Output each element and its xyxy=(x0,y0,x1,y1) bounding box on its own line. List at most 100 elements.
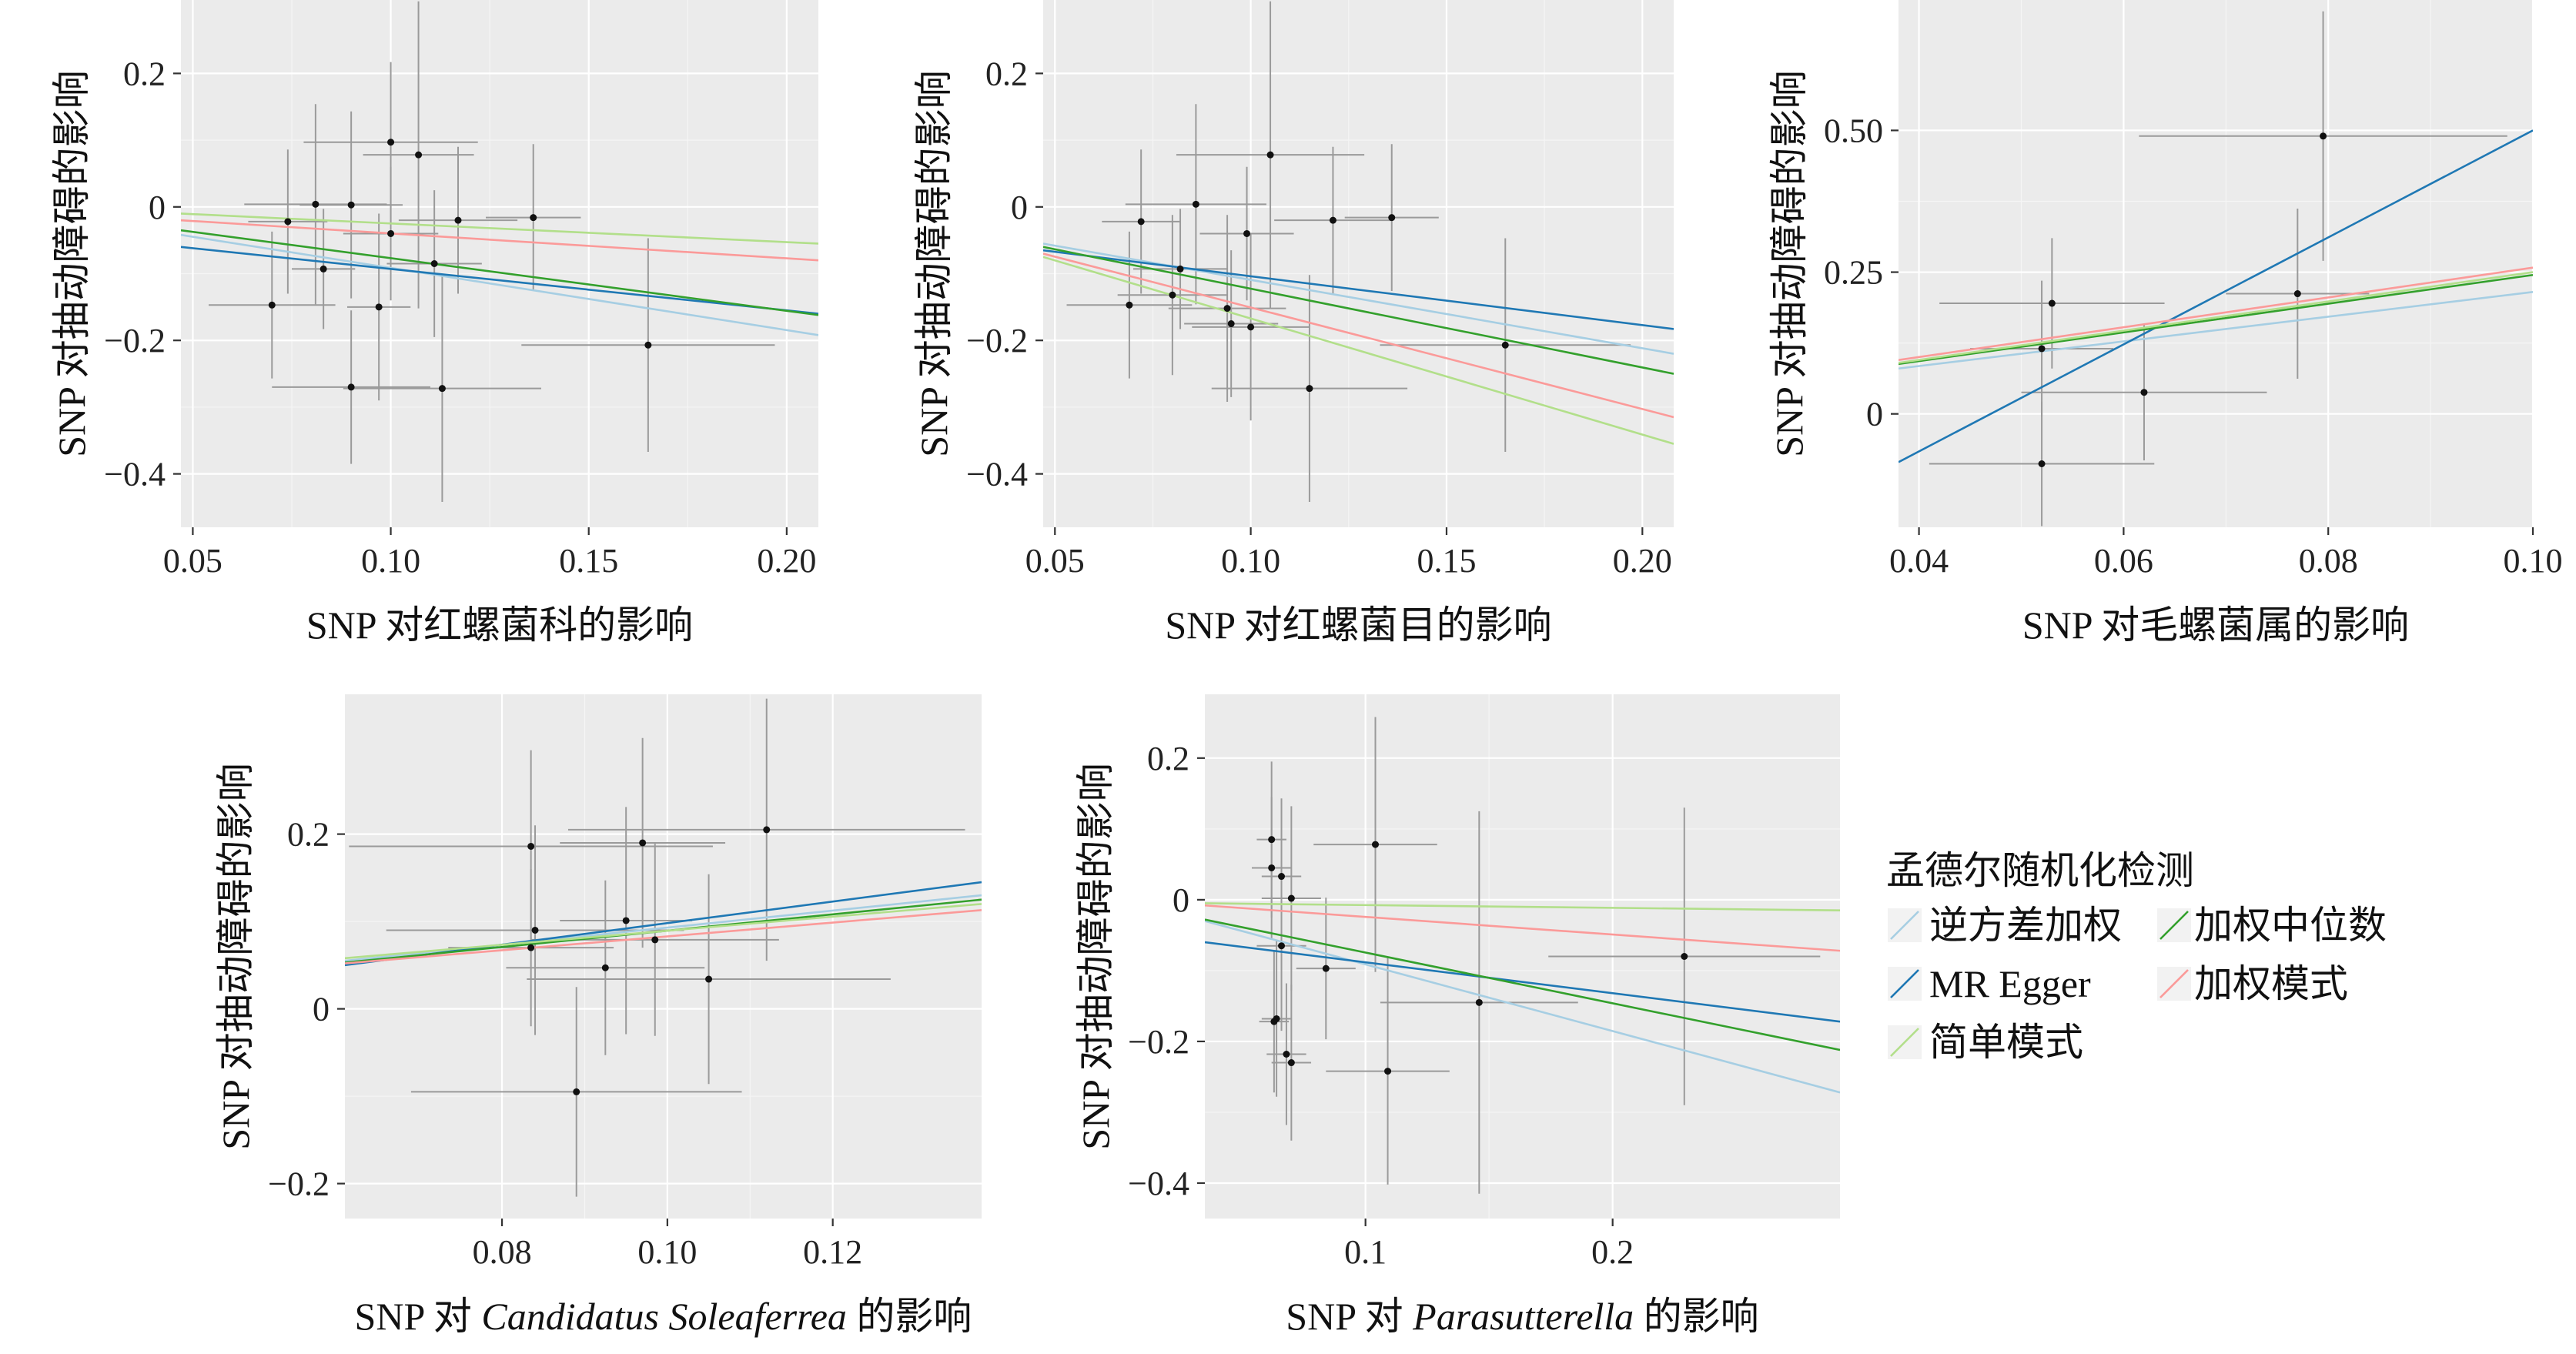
data-point xyxy=(1223,305,1231,313)
x-tick-label: 0.20 xyxy=(757,542,816,580)
x-tick-label: 0.10 xyxy=(637,1233,697,1271)
data-point xyxy=(2140,389,2148,396)
legend-key-wmode xyxy=(2159,969,2189,998)
y-tick-label: −0.4 xyxy=(104,456,166,493)
data-point xyxy=(1169,291,1176,299)
data-point xyxy=(527,842,535,850)
x-tick-label: 0.1 xyxy=(1344,1233,1387,1271)
plot-area xyxy=(1899,11,2533,527)
y-tick-label: 0 xyxy=(149,189,166,226)
y-tick-label: 0 xyxy=(1866,396,1883,433)
legend-key-ivw xyxy=(1890,911,1919,940)
data-point xyxy=(530,214,537,222)
y-tick-label: −0.2 xyxy=(104,322,166,359)
legend-item-smode: 简单模式 xyxy=(1888,1021,2083,1064)
legend-item-egger: MR Egger xyxy=(1888,962,2091,1005)
y-axis-title: SNP 对抽动障碍的影响 xyxy=(1074,763,1117,1149)
legend-key-egger xyxy=(1890,969,1919,998)
data-point xyxy=(1137,218,1145,226)
x-tick-label: 0.05 xyxy=(163,542,222,580)
y-tick-label: 0.50 xyxy=(1824,112,1883,149)
legend-label-wmode: 加权模式 xyxy=(2194,962,2348,1005)
data-point xyxy=(622,917,630,924)
panel-background xyxy=(345,694,982,1219)
x-tick-label: 0.10 xyxy=(361,542,420,580)
y-tick-label: −0.2 xyxy=(268,1165,330,1203)
y-tick-label: 0 xyxy=(1011,189,1028,226)
x-tick-label: 0.08 xyxy=(2299,542,2358,580)
data-point xyxy=(763,826,771,834)
x-tick-label: 0.05 xyxy=(1025,542,1085,580)
fit-line-wmode xyxy=(1205,904,1840,952)
data-point xyxy=(319,265,327,272)
data-point xyxy=(1176,265,1184,272)
data-point xyxy=(527,944,535,951)
data-point xyxy=(651,936,659,944)
legend-label-ivw: 逆方差加权 xyxy=(1929,904,2122,947)
data-point xyxy=(1322,965,1330,972)
x-tick-label: 0.04 xyxy=(1889,542,1949,580)
fit-line-wmode xyxy=(1043,252,1674,419)
fit-line-wmed xyxy=(1205,918,1840,1051)
y-tick-label: 0.2 xyxy=(123,55,166,92)
y-tick-label: −0.2 xyxy=(966,322,1028,359)
data-point xyxy=(531,926,539,934)
legend-title: 孟德尔随机化检测 xyxy=(1886,849,2194,892)
fit-line-wmed xyxy=(1899,273,2533,366)
x-tick-label: 0.2 xyxy=(1591,1233,1634,1271)
y-tick-label: 0.2 xyxy=(287,816,330,854)
y-tick-label: 0.2 xyxy=(985,55,1028,92)
legend-label-egger: MR Egger xyxy=(1929,962,2091,1005)
panel-background xyxy=(1899,0,2533,527)
data-point xyxy=(1287,1059,1295,1067)
x-tick-label: 0.08 xyxy=(473,1233,532,1271)
y-tick-label: 0.25 xyxy=(1824,254,1883,292)
fit-line-wmode xyxy=(345,909,982,965)
y-tick-label: 0 xyxy=(1173,881,1189,919)
data-point xyxy=(454,216,462,224)
fit-line-egger xyxy=(1899,129,2533,463)
data-point xyxy=(1126,301,1133,309)
data-point xyxy=(1283,1050,1290,1058)
x-tick-label: 0.15 xyxy=(559,542,618,580)
y-tick-label: 0 xyxy=(313,991,330,1028)
y-tick-label: 0.2 xyxy=(1147,740,1189,777)
x-tick-label: 0.15 xyxy=(1417,542,1476,580)
x-tick-label: 0.10 xyxy=(2504,542,2563,580)
fit-line-ivw xyxy=(1043,242,1674,355)
plot-area xyxy=(1205,717,1840,1194)
plot-area xyxy=(181,1,818,503)
data-point xyxy=(2048,299,2056,307)
x-axis-title: SNP 对 Candidatus Soleaferrea 的影响 xyxy=(355,1295,972,1338)
panel-3: 0.04 0.06 0.08 0.10 0.50 0.25 0 SNP 对毛螺菌属的影响 SNP… xyxy=(1768,0,2563,647)
x-tick-label: 0.12 xyxy=(803,1233,862,1271)
data-point xyxy=(268,301,276,309)
legend-item-wmode: 加权模式 xyxy=(2157,962,2348,1005)
x-tick-label: 0.10 xyxy=(1221,542,1280,580)
data-point xyxy=(1192,200,1199,208)
y-axis-title: SNP 对抽动障碍的影响 xyxy=(50,70,93,456)
data-point xyxy=(1475,998,1483,1006)
data-point xyxy=(639,839,647,847)
legend: 孟德尔随机化检测 逆方差加权 加权中位数 MR Egger 加权模式 简单模式 xyxy=(1886,849,2387,1064)
panel-5: 0.1 0.2 0.2 0 −0.2 −0.4 SNP 对 Parasutterella 的… xyxy=(1074,694,1840,1338)
data-point xyxy=(430,260,438,267)
x-axis-title: SNP 对 Parasutterella 的影响 xyxy=(1286,1295,1758,1338)
data-point xyxy=(1329,216,1337,224)
plot-area xyxy=(1043,1,1674,503)
data-point xyxy=(1501,341,1509,349)
data-point xyxy=(438,385,446,393)
data-point xyxy=(387,229,395,237)
data-point xyxy=(1384,1068,1392,1075)
data-point xyxy=(2293,290,2301,298)
legend-key-smode xyxy=(1890,1028,1919,1057)
y-tick-label: −0.2 xyxy=(1128,1023,1189,1061)
plot-area xyxy=(345,698,982,1197)
legend-item-wmed: 加权中位数 xyxy=(2157,904,2387,947)
x-axis-title: SNP 对毛螺菌属的影响 xyxy=(2022,603,2409,647)
fit-line-wmode xyxy=(181,219,818,262)
data-point xyxy=(2038,345,2046,353)
fit-line-ivw xyxy=(181,233,818,336)
